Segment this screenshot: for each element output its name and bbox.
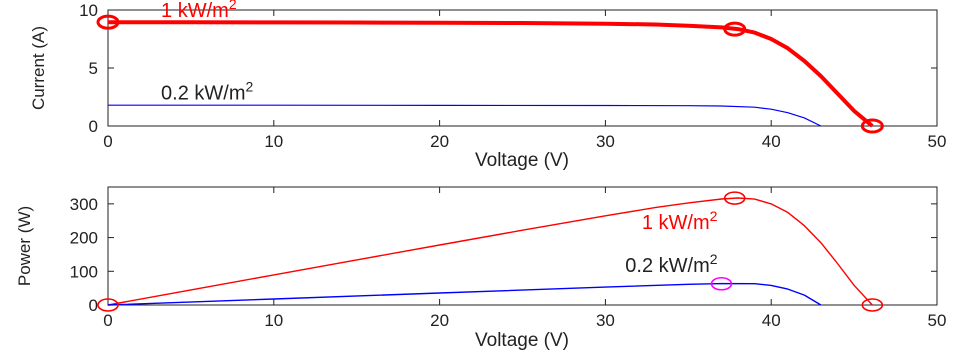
power-marker bbox=[861, 298, 884, 312]
current-xlabel: Voltage (V) bbox=[475, 150, 569, 171]
current-series bbox=[107, 20, 874, 128]
current-xtick-label: 0 bbox=[103, 132, 112, 151]
current-ytick-label: 0 bbox=[89, 117, 98, 136]
current-xtick-label: 30 bbox=[596, 132, 615, 151]
power-series-line-1 bbox=[107, 282, 822, 306]
current-plot-frame bbox=[107, 9, 938, 127]
current-series-line-0 bbox=[107, 20, 874, 128]
current-xtick-label: 10 bbox=[264, 132, 283, 151]
current-annotations: 1 kW/m2 0.2 kW/m2 bbox=[161, 0, 253, 104]
power-plot-frame bbox=[107, 186, 938, 306]
power-marker bbox=[723, 191, 746, 205]
current-marker bbox=[860, 118, 884, 134]
power-xtick-label: 40 bbox=[762, 311, 781, 330]
current-annotation: 0.2 kW/m2 bbox=[161, 78, 253, 104]
power-xtick-label: 20 bbox=[430, 311, 449, 330]
current-marker bbox=[96, 14, 120, 30]
current-axis-ticks: 0 10 20 30 40 50 0 5 10 bbox=[79, 1, 946, 151]
power-ytick-label: 300 bbox=[70, 195, 98, 214]
current-series-line-1 bbox=[108, 104, 822, 127]
power-ylabel: Power (W) bbox=[15, 206, 34, 286]
current-marker bbox=[723, 21, 747, 37]
power-axis-ticks: 0 10 20 30 40 50 0 100 200 300 bbox=[70, 187, 947, 330]
current-xtick-label: 50 bbox=[928, 132, 947, 151]
power-xlabel: Voltage (V) bbox=[475, 330, 569, 351]
power-annotations: 1 kW/m2 0.2 kW/m2 bbox=[625, 208, 717, 277]
power-xtick-label: 30 bbox=[596, 311, 615, 330]
power-annotation: 1 kW/m2 bbox=[642, 208, 718, 234]
power-series-line-0 bbox=[107, 197, 873, 306]
current-xtick-label: 40 bbox=[762, 132, 781, 151]
power-xtick-label: 50 bbox=[928, 311, 947, 330]
power-ytick-label: 100 bbox=[70, 262, 98, 281]
current-markers bbox=[96, 14, 884, 134]
current-ytick-label: 10 bbox=[79, 1, 98, 20]
power-xtick-label: 0 bbox=[103, 311, 112, 330]
current-xtick-label: 20 bbox=[430, 132, 449, 151]
power-plot: 0 10 20 30 40 50 0 100 200 300 1 kW/m2 0.2 kW/m2 V… bbox=[15, 186, 947, 351]
power-marker bbox=[97, 298, 119, 312]
power-marker bbox=[710, 276, 733, 291]
power-ytick-label: 0 bbox=[89, 296, 98, 315]
power-series bbox=[107, 197, 873, 306]
power-ytick-label: 200 bbox=[70, 229, 98, 248]
current-plot: 0 10 20 30 40 50 0 5 10 1 kW/m2 0.2 kW/m2 Voltage… bbox=[29, 0, 946, 171]
power-markers bbox=[97, 191, 884, 312]
power-xtick-label: 10 bbox=[264, 311, 283, 330]
current-annotation: 1 kW/m2 bbox=[161, 0, 237, 22]
current-ytick-label: 5 bbox=[89, 59, 98, 78]
power-annotation: 0.2 kW/m2 bbox=[625, 251, 717, 277]
current-ylabel: Current (A) bbox=[29, 26, 48, 110]
